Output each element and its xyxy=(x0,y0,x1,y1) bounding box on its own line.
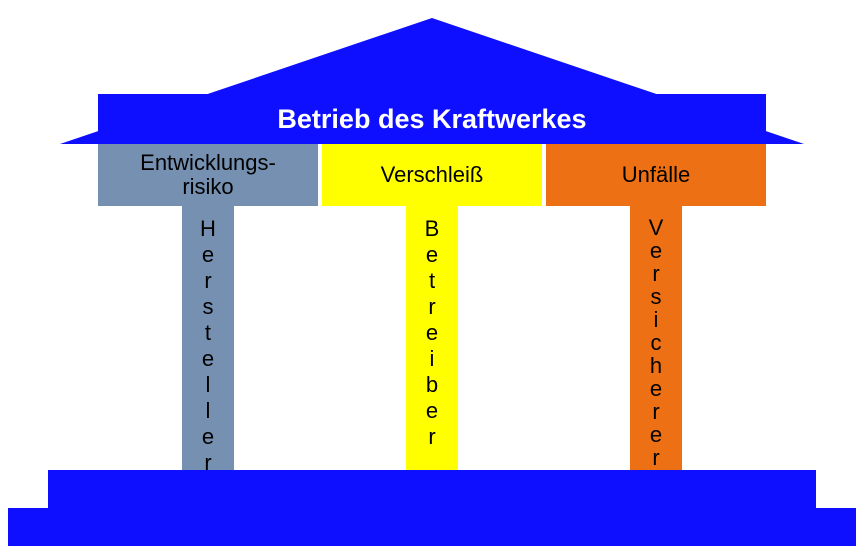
pillar-label-betreiber: Betreiber xyxy=(425,216,440,450)
header-label-verschleiss: Verschleiß xyxy=(381,163,484,187)
pillar-label-versicherer: Versicherer xyxy=(649,216,664,469)
header-entwicklungsrisiko: Entwicklungs-risiko xyxy=(98,144,318,206)
header-verschleiss: Verschleiß xyxy=(322,144,542,206)
diagram-title: Betrieb des Kraftwerkes xyxy=(277,104,586,135)
diagram-stage: Betrieb des KraftwerkesEntwicklungs-risi… xyxy=(0,0,867,555)
pillar-label-hersteller: Hersteller xyxy=(200,216,216,476)
header-label-entwicklungsrisiko: Entwicklungs-risiko xyxy=(140,151,276,199)
header-unfaelle: Unfälle xyxy=(546,144,766,206)
header-label-unfaelle: Unfälle xyxy=(622,163,690,187)
pillar-betreiber: Betreiber xyxy=(406,206,458,498)
base-step-lower xyxy=(8,508,856,546)
pillar-versicherer: Versicherer xyxy=(630,206,682,498)
pillar-hersteller: Hersteller xyxy=(182,206,234,498)
diagram-title-bar: Betrieb des Kraftwerkes xyxy=(98,94,766,144)
base-step-upper xyxy=(48,470,816,508)
